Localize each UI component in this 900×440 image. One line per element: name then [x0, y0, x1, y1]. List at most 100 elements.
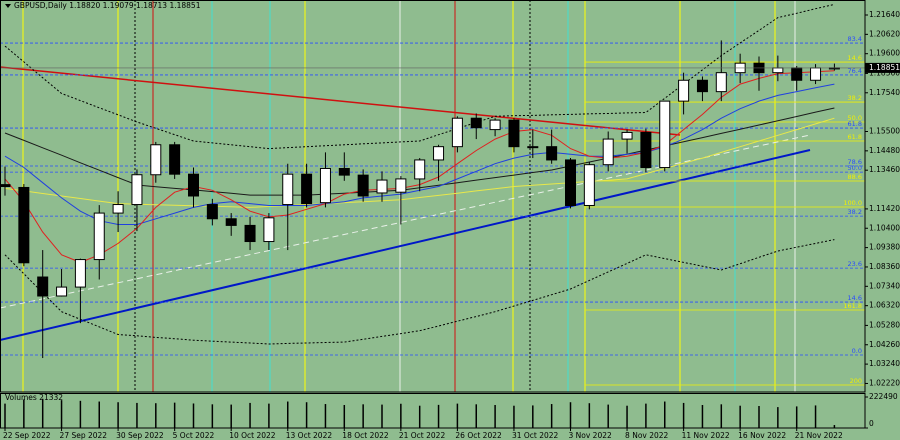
candle-body	[18, 186, 30, 264]
volume-frame	[0, 393, 866, 429]
y-tick-label: 1.08360	[869, 262, 900, 271]
level-label: 61.8	[848, 120, 862, 128]
candle-body	[93, 212, 105, 261]
y-tick-label: 1.20620	[869, 29, 900, 38]
y-tick-label: 1.11420	[869, 204, 900, 213]
candle-body	[244, 224, 256, 243]
candle-body	[583, 164, 595, 206]
candle-body	[433, 146, 445, 161]
level-label: 200	[850, 377, 862, 385]
main-frame	[0, 0, 866, 393]
candle-body	[565, 159, 576, 206]
y-tick-label: 1.13460	[869, 165, 900, 174]
level-label: 78.6	[848, 158, 862, 166]
level-label: 161.8	[843, 302, 862, 310]
x-tick-label: 11 Nov 2022	[682, 431, 730, 440]
candle-body	[395, 178, 407, 193]
x-tick-label: 3 Nov 2022	[569, 431, 612, 440]
candle-body	[56, 286, 68, 297]
candle-body	[376, 179, 388, 194]
x-tick-label: 5 Oct 2022	[173, 431, 215, 440]
level-label: 83.4	[848, 35, 862, 43]
candle-body	[74, 259, 86, 288]
candle-body	[319, 167, 331, 204]
candle-body	[470, 117, 482, 129]
x-tick-label: 8 Nov 2022	[625, 431, 668, 440]
level-label: 50.0	[848, 114, 862, 122]
y-tick-label: 1.14480	[869, 146, 900, 155]
decorations	[0, 0, 811, 392]
candle-body	[338, 167, 350, 176]
level-label: 100.0	[843, 199, 862, 207]
candle-body	[696, 79, 708, 93]
y-tick-label: 1.19600	[869, 49, 900, 58]
date-axis: 22 Sep 2022 27 Sep 2022 30 Sep 2022 5 Oct 2…	[3, 428, 843, 440]
x-tick-label: 30 Sep 2022	[116, 431, 164, 440]
level-label: 50.0	[848, 164, 862, 172]
candle-body	[489, 119, 501, 131]
y-tick-label: 1.05280	[869, 320, 900, 329]
levels: 83.414.676.438.250.061.861.878.650.088.6…	[0, 35, 865, 386]
indicator-line	[4, 117, 835, 208]
header-icon	[5, 4, 11, 8]
candle-body	[772, 67, 784, 74]
level-label: 14.6	[848, 294, 862, 302]
candle-body	[602, 138, 614, 166]
trend-line	[0, 149, 811, 341]
candle-body	[414, 159, 426, 180]
volume-tick-label: 0	[869, 419, 874, 428]
level-label: 38.2	[848, 208, 862, 216]
level-label: 61.8	[848, 133, 862, 141]
x-tick-label: 16 Nov 2022	[738, 431, 786, 440]
level-label: 88.6	[848, 173, 862, 181]
x-tick-label: 22 Sep 2022	[3, 431, 51, 440]
candle-body	[527, 146, 539, 149]
candle-body	[659, 100, 671, 169]
candle-body	[810, 67, 822, 81]
level-label: 23.6	[848, 260, 862, 268]
x-tick-label: 31 Oct 2022	[512, 431, 559, 440]
y-tick-label: 1.17540	[869, 88, 900, 97]
candle-body	[112, 204, 124, 214]
y-tick-label: 1.18560	[869, 68, 900, 77]
level-label: 76.4	[848, 67, 862, 75]
trend-line	[0, 66, 681, 136]
last-price-label: 1.18851	[869, 63, 900, 72]
volume-label: Volumes 21332	[5, 393, 63, 402]
x-tick-label: 21 Oct 2022	[399, 431, 446, 440]
x-tick-label: 10 Oct 2022	[229, 431, 276, 440]
chart-title: GBPUSD,Daily 1.18820 1.19079 1.18713 1.1…	[14, 1, 201, 10]
level-label: 38.2	[848, 94, 862, 102]
indicator-line	[4, 3, 835, 150]
x-tick-label: 18 Oct 2022	[342, 431, 389, 440]
candle-body	[225, 218, 237, 226]
candle-body	[621, 131, 633, 140]
y-tick-label: 1.06320	[869, 301, 900, 310]
candle-body	[301, 173, 313, 205]
candle-body	[188, 173, 199, 197]
price-axis: 1.21640 1.20620 1.19600 1.18560 1.17540 1.155…	[0, 10, 900, 387]
x-tick-label: 26 Oct 2022	[455, 431, 502, 440]
level-label: 14.6	[848, 54, 862, 62]
candle-body	[263, 217, 275, 243]
candle-body	[150, 144, 162, 176]
y-tick-label: 1.07340	[869, 281, 900, 290]
y-tick-label: 1.02220	[869, 378, 900, 387]
candle-body	[640, 131, 652, 169]
last-price-box	[865, 62, 900, 73]
y-tick-label: 1.10400	[869, 223, 900, 232]
candle-body	[206, 204, 218, 220]
y-tick-label: 1.09380	[869, 243, 900, 252]
y-tick-label: 1.04260	[869, 340, 900, 349]
candle-body	[791, 67, 803, 81]
candle-body	[169, 144, 181, 175]
trend-line	[0, 134, 811, 309]
level-label: 0.0	[852, 347, 862, 355]
candle-body	[508, 119, 520, 148]
candle-body	[131, 174, 143, 206]
volume-tick-label: 222490	[869, 392, 898, 401]
volume-panel: 222490 0	[4, 392, 898, 429]
x-tick-label: 13 Oct 2022	[286, 431, 333, 440]
